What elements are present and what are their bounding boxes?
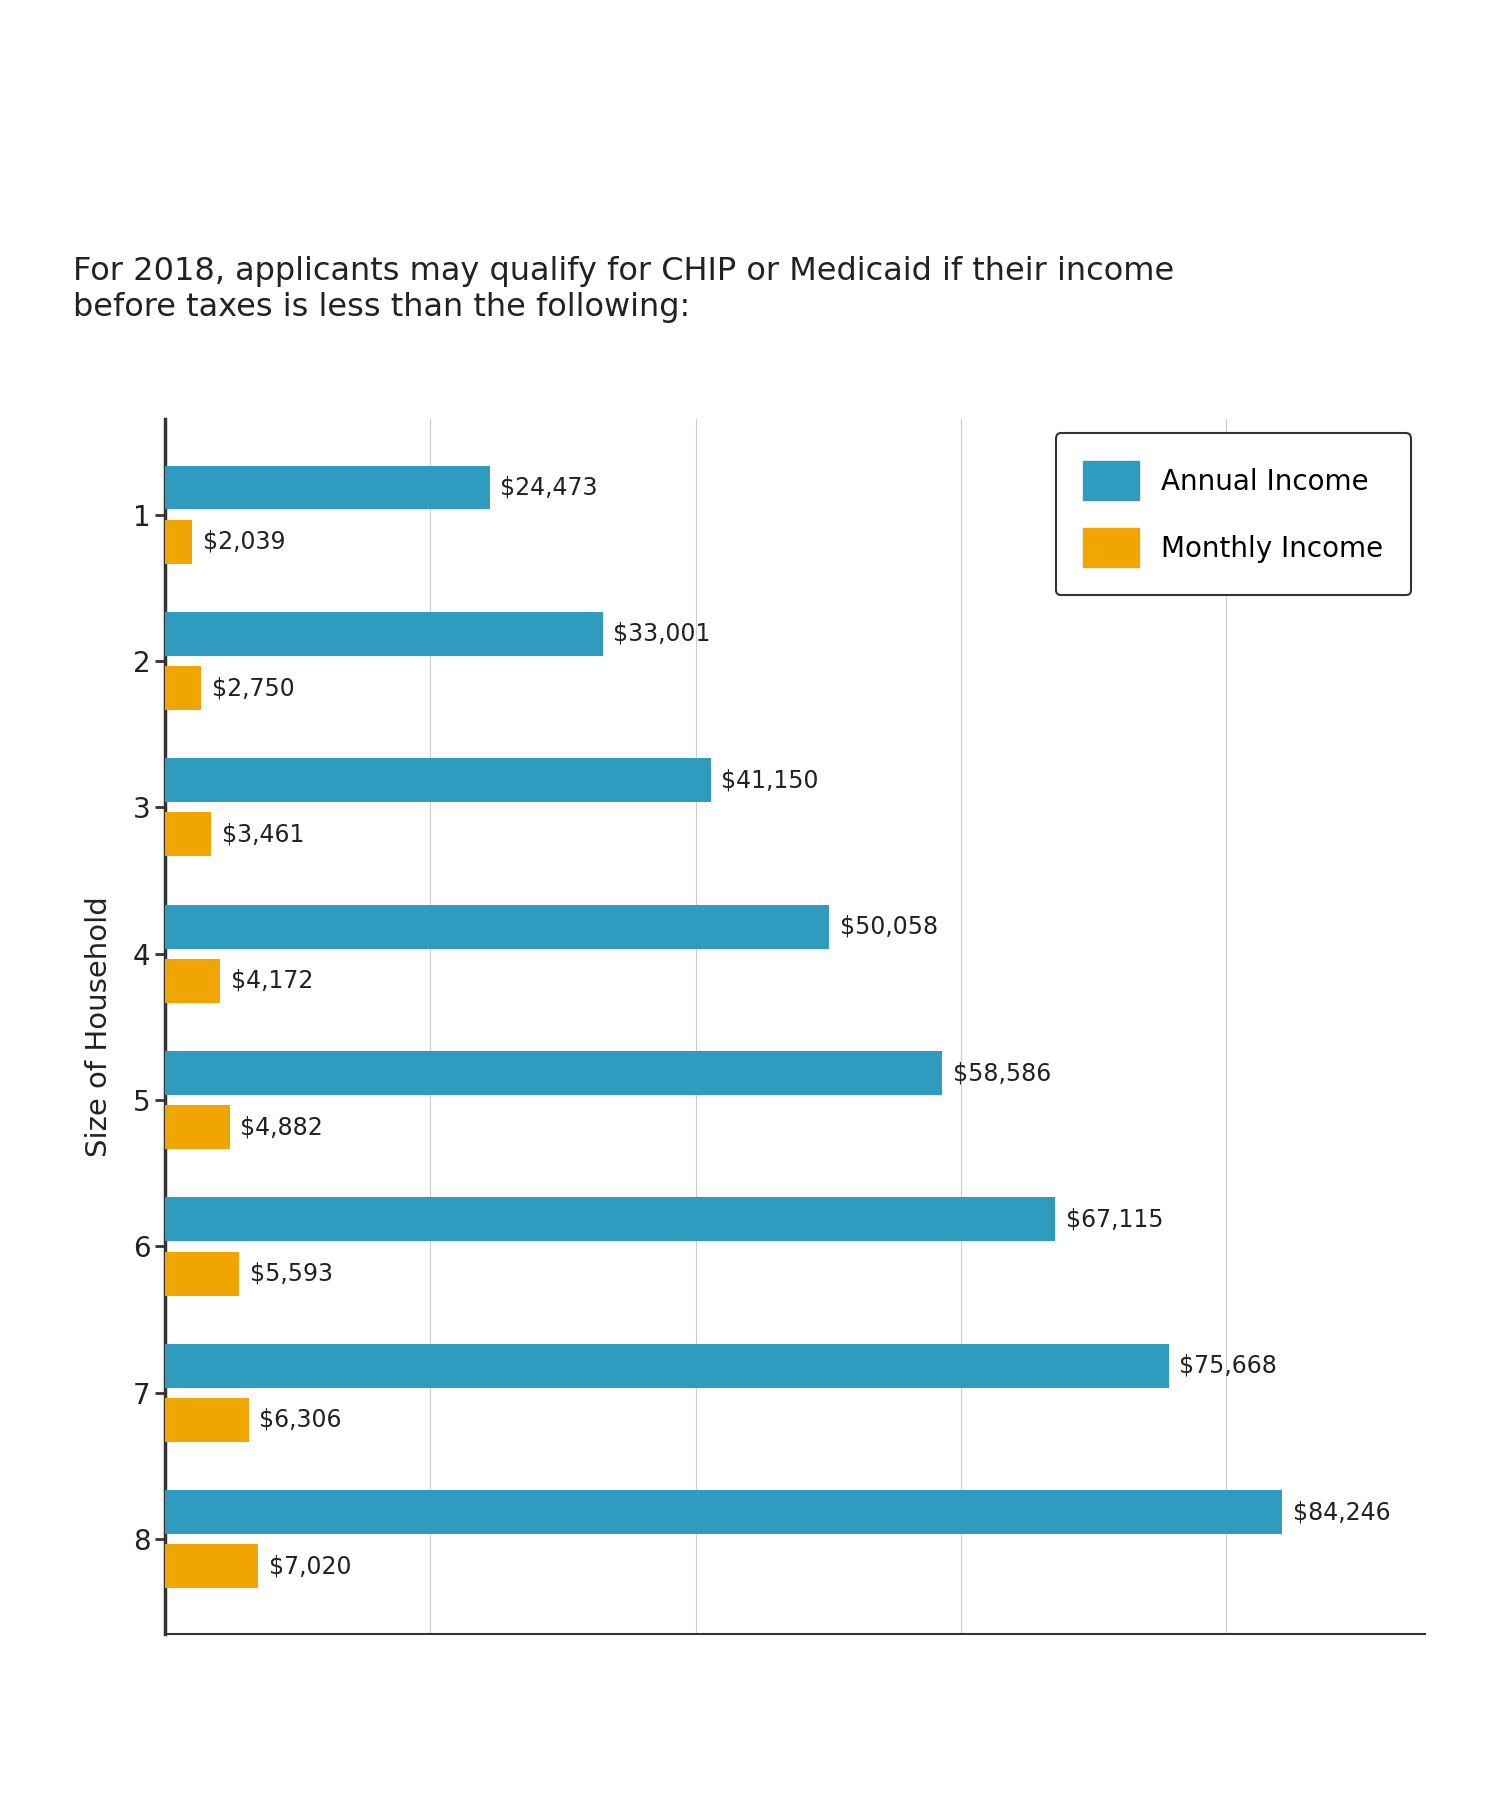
Text: $2,039: $2,039 <box>202 529 285 554</box>
Bar <box>165 812 211 857</box>
Text: Texas Medicaid Income Guidelines: Texas Medicaid Income Guidelines <box>45 56 1500 144</box>
Bar <box>165 758 711 803</box>
Bar <box>165 466 489 509</box>
Bar <box>165 1197 1054 1242</box>
Text: $5,593: $5,593 <box>251 1262 333 1285</box>
Bar <box>165 1105 230 1148</box>
Text: $7,020: $7,020 <box>268 1555 351 1579</box>
Text: $3,461: $3,461 <box>222 823 304 846</box>
Text: $58,586: $58,586 <box>952 1060 1052 1085</box>
Text: $4,172: $4,172 <box>231 968 314 994</box>
Bar <box>165 666 201 709</box>
Bar <box>165 1251 238 1296</box>
Bar <box>165 1490 1282 1534</box>
Text: $24,473: $24,473 <box>500 475 597 499</box>
Bar <box>165 1544 258 1588</box>
Bar <box>165 1051 942 1094</box>
Y-axis label: Size of Household: Size of Household <box>86 896 112 1157</box>
Text: $67,115: $67,115 <box>1066 1208 1164 1231</box>
Text: $84,246: $84,246 <box>1293 1499 1390 1525</box>
Bar <box>165 905 830 949</box>
Text: $50,058: $50,058 <box>840 914 938 938</box>
Text: $41,150: $41,150 <box>722 769 819 792</box>
Text: MedicarePlanFinder.cOm: MedicarePlanFinder.cOm <box>342 1676 1158 1733</box>
Text: $33,001: $33,001 <box>614 621 711 646</box>
Text: $4,882: $4,882 <box>240 1116 322 1139</box>
Text: $2,750: $2,750 <box>211 677 296 700</box>
Text: Powered by MEDICARE Health Benefits: Powered by MEDICARE Health Benefits <box>520 1755 980 1780</box>
Bar <box>165 1345 1168 1388</box>
Bar <box>165 612 603 655</box>
Bar <box>165 520 192 563</box>
Text: For 2018, applicants may qualify for CHIP or Medicaid if their income
before tax: For 2018, applicants may qualify for CHI… <box>74 256 1174 324</box>
Bar <box>165 959 220 1003</box>
Text: $75,668: $75,668 <box>1179 1354 1276 1377</box>
Bar <box>165 1399 249 1442</box>
Text: $6,306: $6,306 <box>260 1408 342 1433</box>
Legend: Annual Income, Monthly Income: Annual Income, Monthly Income <box>1056 434 1412 596</box>
